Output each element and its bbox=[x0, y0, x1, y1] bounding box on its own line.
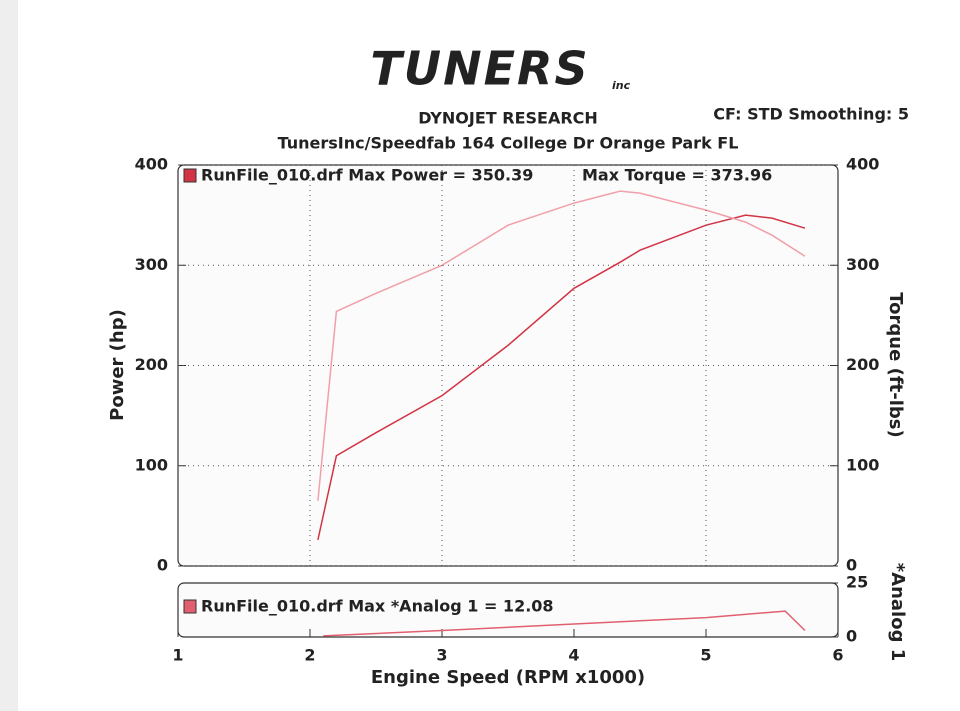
x-tick-label: 4 bbox=[568, 646, 579, 665]
y-tick-label: 400 bbox=[135, 155, 168, 174]
y2-tick-label: 400 bbox=[846, 155, 879, 174]
legend-text: RunFile_010.drf Max Power = 350.39 bbox=[201, 166, 533, 185]
address: TunersInc/Speedfab 164 College Dr Orange… bbox=[278, 134, 739, 153]
y2-tick-label: 0 bbox=[846, 556, 857, 575]
y2-tick-label: 25 bbox=[846, 573, 868, 592]
data-line bbox=[317, 190, 806, 501]
x-tick-label: 2 bbox=[304, 646, 315, 665]
legend-swatch bbox=[183, 168, 197, 183]
y-axis-label: Power (hp) bbox=[107, 309, 128, 421]
plot-layer: 0 100 200 300 400 0 100 200 300 400 RunFile_010.dr… bbox=[107, 155, 908, 689]
x-tick-label: 1 bbox=[172, 646, 183, 665]
settings: CF: STD Smoothing: 5 bbox=[713, 105, 909, 124]
y2-tick-label: 200 bbox=[846, 355, 879, 374]
x-axis-label: Engine Speed (RPM x1000) bbox=[371, 667, 645, 688]
company: DYNOJET RESEARCH bbox=[418, 109, 598, 128]
analog-plot-frame bbox=[177, 582, 839, 638]
y-tick-label: 0 bbox=[157, 556, 168, 575]
y-tick-label: 200 bbox=[135, 355, 168, 374]
x-tick-label: 6 bbox=[832, 646, 843, 665]
legend-text: Max Torque = 373.96 bbox=[582, 166, 772, 185]
y-tick-label: 300 bbox=[135, 255, 168, 274]
y2-tick-label: 0 bbox=[846, 627, 857, 646]
logo-suffix: inc bbox=[612, 79, 631, 92]
legend-swatch bbox=[183, 599, 197, 614]
data-line bbox=[317, 214, 806, 541]
logo: TUNERS bbox=[370, 42, 589, 96]
data-line bbox=[323, 610, 806, 637]
x-tick-label: 5 bbox=[700, 646, 711, 665]
y-tick-label: 100 bbox=[135, 455, 168, 474]
legend-text: RunFile_010.drf Max *Analog 1 = 12.08 bbox=[201, 597, 554, 616]
y2-tick-label: 100 bbox=[846, 455, 879, 474]
y2-axis-label: Torque (ft-lbs) bbox=[885, 292, 906, 437]
y2-axis-label: *Analog 1 bbox=[887, 563, 908, 662]
scan-edge bbox=[0, 0, 18, 711]
x-tick-label: 3 bbox=[436, 646, 447, 665]
y2-tick-label: 300 bbox=[846, 255, 879, 274]
